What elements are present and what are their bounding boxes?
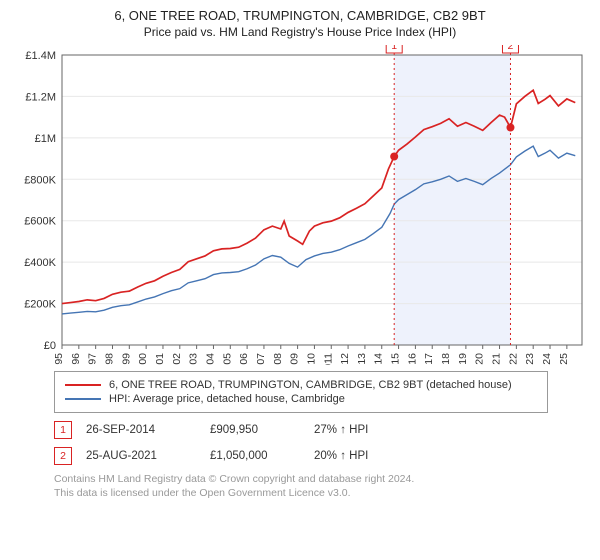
sales-table: 1 26-SEP-2014 £909,950 27% ↑ HPI 2 25-AUG-202… <box>54 417 544 469</box>
svg-text:1996: 1996 <box>70 353 82 365</box>
chart-title: 6, ONE TREE ROAD, TRUMPINGTON, CAMBRIDGE… <box>10 8 590 23</box>
svg-text:2009: 2009 <box>289 353 301 365</box>
svg-text:1995: 1995 <box>53 353 65 365</box>
svg-text:2015: 2015 <box>390 353 402 365</box>
sale-vs-hpi: 20% ↑ HPI <box>314 450 404 462</box>
svg-text:2012: 2012 <box>339 353 351 365</box>
svg-text:£600K: £600K <box>24 216 56 228</box>
plot-area: £0 £200K £400K £600K £800K £1M £1.2M £1.4M 1995 1… <box>10 45 590 365</box>
svg-text:2023: 2023 <box>524 353 536 365</box>
svg-text:2021: 2021 <box>491 353 503 365</box>
svg-text:1999: 1999 <box>120 353 132 365</box>
svg-text:2006: 2006 <box>238 353 250 365</box>
sale-row: 2 25-AUG-2021 £1,050,000 20% ↑ HPI <box>54 443 544 469</box>
svg-text:2018: 2018 <box>440 353 452 365</box>
svg-text:£1M: £1M <box>35 133 56 145</box>
legend-item: 6, ONE TREE ROAD, TRUMPINGTON, CAMBRIDGE… <box>65 378 537 392</box>
svg-text:2001: 2001 <box>154 353 166 365</box>
svg-text:2020: 2020 <box>474 353 486 365</box>
sale-row: 1 26-SEP-2014 £909,950 27% ↑ HPI <box>54 417 544 443</box>
svg-text:2022: 2022 <box>507 353 519 365</box>
svg-text:£1.4M: £1.4M <box>25 50 56 62</box>
footer-line1: Contains HM Land Registry data © Crown c… <box>54 473 590 487</box>
legend-label: HPI: Average price, detached house, Camb… <box>109 393 345 405</box>
svg-text:£400K: £400K <box>24 257 56 269</box>
sale-marker-box: 2 <box>54 447 72 465</box>
svg-text:£0: £0 <box>44 340 56 352</box>
svg-text:2011: 2011 <box>322 353 334 365</box>
svg-text:2019: 2019 <box>457 353 469 365</box>
chart-svg: £0 £200K £400K £600K £800K £1M £1.2M £1.4M 1995 1… <box>10 45 590 365</box>
svg-text:2008: 2008 <box>272 353 284 365</box>
svg-text:2005: 2005 <box>221 353 233 365</box>
svg-text:2017: 2017 <box>423 353 435 365</box>
svg-text:2003: 2003 <box>188 353 200 365</box>
footer: Contains HM Land Registry data © Crown c… <box>54 473 590 500</box>
sale-date: 26-SEP-2014 <box>86 424 196 436</box>
svg-text:2000: 2000 <box>137 353 149 365</box>
chart-subtitle: Price paid vs. HM Land Registry's House … <box>10 25 590 39</box>
svg-text:£1.2M: £1.2M <box>25 91 56 103</box>
svg-text:£200K: £200K <box>24 299 56 311</box>
svg-text:2016: 2016 <box>406 353 418 365</box>
sale-vs-hpi: 27% ↑ HPI <box>314 424 404 436</box>
svg-text:2: 2 <box>508 45 514 52</box>
sale-marker-box: 1 <box>54 421 72 439</box>
svg-text:2004: 2004 <box>204 353 216 365</box>
svg-text:2024: 2024 <box>541 353 553 365</box>
legend-item: HPI: Average price, detached house, Camb… <box>65 392 537 406</box>
sale-price: £1,050,000 <box>210 450 300 462</box>
svg-text:2014: 2014 <box>373 353 385 365</box>
footer-line2: This data is licensed under the Open Gov… <box>54 487 590 501</box>
chart-container: 6, ONE TREE ROAD, TRUMPINGTON, CAMBRIDGE… <box>0 0 600 560</box>
legend-label: 6, ONE TREE ROAD, TRUMPINGTON, CAMBRIDGE… <box>109 379 512 391</box>
sale-date: 25-AUG-2021 <box>86 450 196 462</box>
svg-text:2013: 2013 <box>356 353 368 365</box>
svg-text:£800K: £800K <box>24 174 56 186</box>
svg-text:1997: 1997 <box>87 353 99 365</box>
svg-text:2010: 2010 <box>305 353 317 365</box>
svg-text:1998: 1998 <box>103 353 115 365</box>
legend-swatch <box>65 384 101 386</box>
svg-text:1: 1 <box>391 45 397 52</box>
sale-price: £909,950 <box>210 424 300 436</box>
legend: 6, ONE TREE ROAD, TRUMPINGTON, CAMBRIDGE… <box>54 371 548 413</box>
svg-text:2025: 2025 <box>558 353 570 365</box>
svg-text:2002: 2002 <box>171 353 183 365</box>
svg-text:2007: 2007 <box>255 353 267 365</box>
legend-swatch <box>65 398 101 400</box>
